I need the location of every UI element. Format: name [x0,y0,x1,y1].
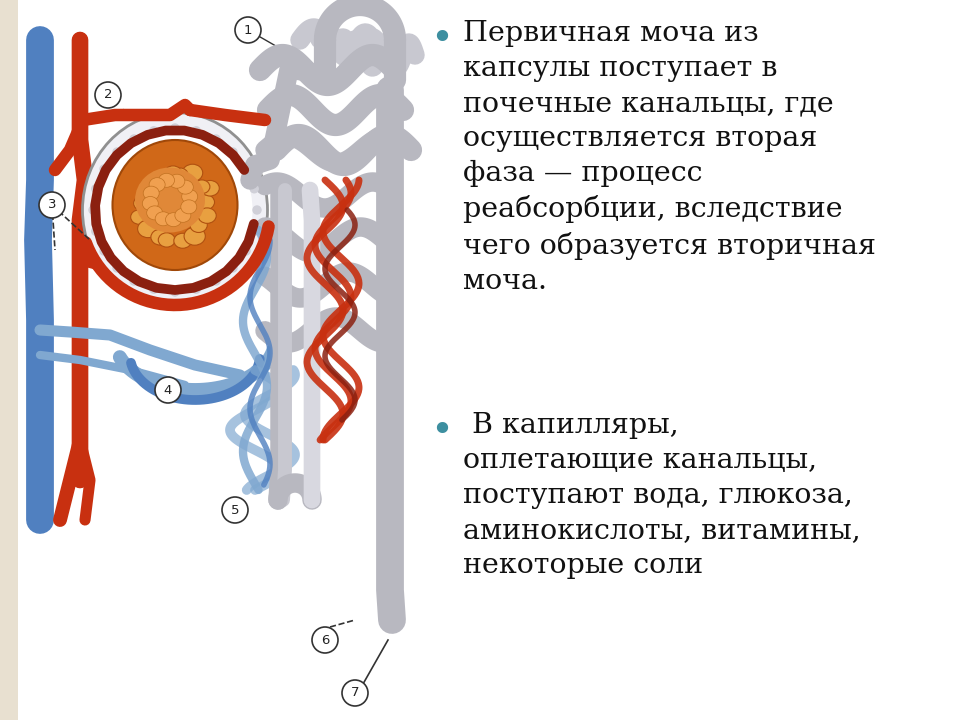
Ellipse shape [137,220,158,238]
Ellipse shape [133,196,152,211]
Circle shape [312,627,338,653]
Text: 4: 4 [164,384,172,397]
Text: 5: 5 [230,503,239,516]
Ellipse shape [131,210,148,224]
Ellipse shape [165,212,181,227]
Ellipse shape [182,164,203,181]
Circle shape [95,82,121,108]
Ellipse shape [143,186,159,200]
Ellipse shape [149,178,165,192]
Ellipse shape [194,180,210,194]
Text: 2: 2 [104,89,112,102]
Text: 7: 7 [350,686,359,700]
Circle shape [229,264,237,272]
Text: Первичная моча из
капсулы поступает в
почечные канальцы, где
осуществляется втор: Первичная моча из капсулы поступает в по… [463,20,876,294]
Ellipse shape [83,112,268,307]
Circle shape [251,228,258,235]
Ellipse shape [174,233,191,248]
Ellipse shape [158,233,175,247]
Circle shape [113,264,121,272]
Ellipse shape [184,227,205,246]
Circle shape [251,185,258,193]
Ellipse shape [143,177,162,193]
Ellipse shape [147,206,162,220]
Bar [0,0,18,720]
Ellipse shape [137,189,156,204]
Ellipse shape [380,606,402,624]
Circle shape [155,377,181,403]
Ellipse shape [180,200,197,214]
Ellipse shape [172,168,188,182]
Text: В капилляры,
оплетающие канальцы,
поступают вода, глюкоза,
аминокислоты, витамин: В капилляры, оплетающие канальцы, поступ… [463,412,860,579]
Circle shape [235,17,261,43]
Ellipse shape [198,208,216,223]
Ellipse shape [190,217,207,233]
Circle shape [150,285,157,293]
Circle shape [150,127,157,135]
Circle shape [100,247,108,255]
Text: 1: 1 [244,24,252,37]
Ellipse shape [142,197,158,210]
Circle shape [113,148,121,156]
Ellipse shape [201,181,219,196]
Ellipse shape [151,229,170,245]
Circle shape [130,135,138,143]
Ellipse shape [175,208,191,222]
Ellipse shape [112,140,237,270]
Circle shape [192,285,201,293]
Circle shape [130,277,138,285]
Text: 6: 6 [321,634,329,647]
Circle shape [342,680,368,706]
Circle shape [212,135,220,143]
Ellipse shape [153,171,171,187]
Ellipse shape [181,189,198,204]
Circle shape [92,185,100,193]
Circle shape [171,288,179,296]
Ellipse shape [156,212,171,226]
Circle shape [222,497,248,523]
Ellipse shape [197,195,214,210]
Circle shape [192,127,201,135]
Circle shape [39,192,65,218]
Circle shape [100,165,108,173]
Ellipse shape [164,166,181,181]
Text: 3: 3 [48,199,57,212]
Circle shape [242,165,250,173]
Circle shape [171,124,179,132]
Ellipse shape [158,174,175,187]
Ellipse shape [98,127,252,292]
Bar [0,0,415,720]
Ellipse shape [135,168,205,233]
Ellipse shape [178,180,193,194]
Circle shape [242,247,250,255]
Circle shape [253,206,261,214]
Text: •: • [430,412,453,450]
Circle shape [89,206,97,214]
Circle shape [229,148,237,156]
Circle shape [92,228,100,235]
Ellipse shape [169,174,185,188]
Text: •: • [430,20,453,58]
Circle shape [212,277,220,285]
